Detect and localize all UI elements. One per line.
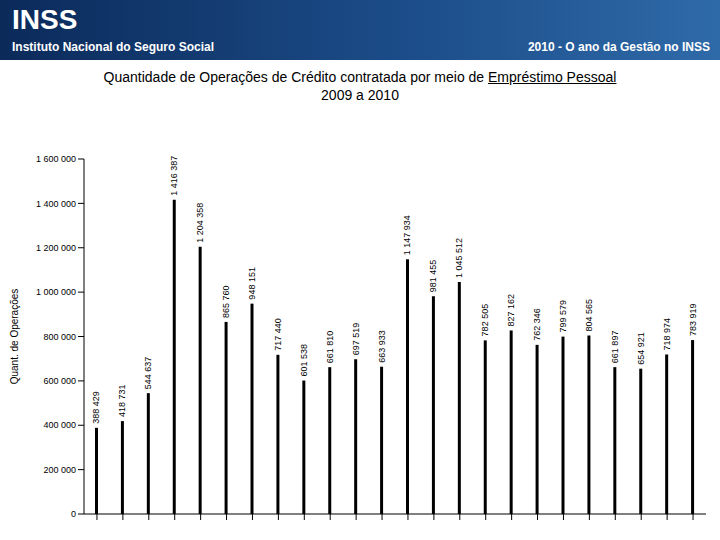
svg-text:762 346: 762 346	[532, 308, 542, 341]
svg-text:661 897: 661 897	[610, 331, 620, 364]
svg-text:654 921: 654 921	[636, 332, 646, 365]
svg-text:782 505: 782 505	[480, 304, 490, 337]
html-text:INSS: INSS	[12, 4, 78, 35]
svg-text:544 637: 544 637	[143, 357, 153, 390]
svg-text:717 440: 717 440	[273, 318, 283, 351]
html-text:Instituto Nacional do Seguro S: Instituto Nacional do Seguro Social	[12, 40, 214, 54]
svg-text:827 162: 827 162	[506, 294, 516, 327]
svg-text:948 151: 948 151	[247, 267, 257, 300]
svg-text:1 045 512: 1 045 512	[454, 238, 464, 278]
svg-text:800 000: 800 000	[43, 332, 76, 342]
svg-text:600 000: 600 000	[43, 376, 76, 386]
svg-text:783 919: 783 919	[688, 304, 698, 337]
svg-text:799 579: 799 579	[558, 300, 568, 333]
svg-text:1 147 934: 1 147 934	[403, 215, 413, 255]
svg-text:718 974: 718 974	[662, 318, 672, 351]
svg-text:1 416 387: 1 416 387	[169, 156, 179, 196]
svg-text:200 000: 200 000	[43, 465, 76, 475]
svg-text:0: 0	[71, 509, 76, 519]
svg-text:388 429: 388 429	[92, 391, 102, 424]
svg-text:Quant. de Operações: Quant. de Operações	[9, 289, 20, 385]
html-text:2010 - O ano da Gestão no INSS: 2010 - O ano da Gestão no INSS	[527, 40, 710, 54]
svg-text:804 565: 804 565	[584, 299, 594, 332]
html-text:2009 a 2010: 2009 a 2010	[321, 87, 399, 103]
svg-text:661 810: 661 810	[325, 331, 335, 364]
svg-text:865 760: 865 760	[221, 285, 231, 318]
svg-text:400 000: 400 000	[43, 420, 76, 430]
svg-text:981 455: 981 455	[428, 260, 438, 293]
svg-text:1 200 000: 1 200 000	[36, 243, 76, 253]
svg-text:601 538: 601 538	[299, 344, 309, 377]
svg-text:1 000 000: 1 000 000	[36, 287, 76, 297]
svg-text:1 400 000: 1 400 000	[36, 199, 76, 209]
html-text:Quantidade de Operações de Cré: Quantidade de Operações de Crédito contr…	[103, 69, 617, 85]
svg-text:663 933: 663 933	[377, 330, 387, 363]
svg-text:418 731: 418 731	[117, 385, 127, 418]
svg-text:1 204 358: 1 204 358	[195, 203, 205, 243]
svg-text:1 600 000: 1 600 000	[36, 154, 76, 164]
svg-text:697 519: 697 519	[351, 323, 361, 356]
